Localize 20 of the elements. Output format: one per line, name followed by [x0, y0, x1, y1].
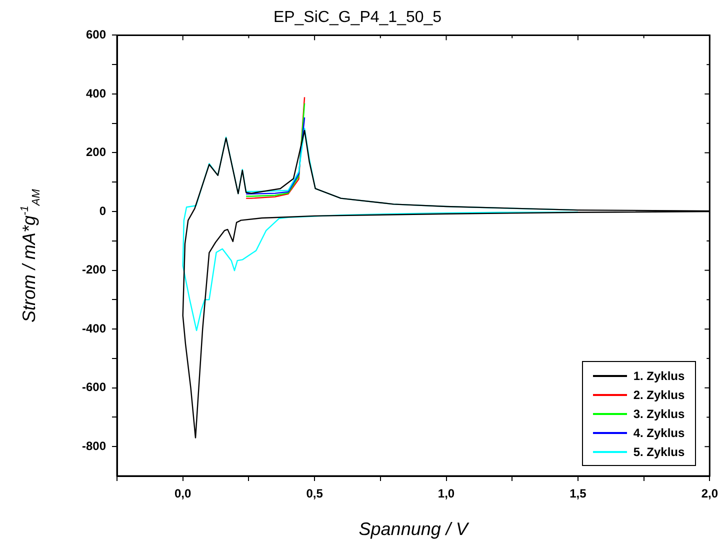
- legend-label: 1. Zyklus: [633, 368, 685, 382]
- legend-label: 3. Zyklus: [633, 406, 685, 420]
- y-tick-label: -200: [82, 262, 106, 277]
- x-tick-label: 2,0: [701, 486, 718, 501]
- y-tick-label: -800: [82, 438, 106, 453]
- y-tick-label: 0: [99, 204, 106, 218]
- y-tick-label: 400: [86, 86, 106, 100]
- legend-label: 5. Zyklus: [633, 444, 685, 458]
- y-tick-label: -600: [82, 380, 106, 394]
- x-axis-title: Spannung / V: [358, 519, 470, 540]
- chart-title: EP_SiC_G_P4_1_50_5: [273, 9, 442, 26]
- x-tick-label: 0,0: [174, 486, 192, 501]
- x-tick-label: 1,0: [438, 486, 455, 501]
- y-tick-label: 600: [86, 28, 106, 42]
- legend-label: 2. Zyklus: [633, 388, 685, 402]
- y-tick-label: 200: [86, 145, 106, 160]
- x-tick-label: 0,5: [306, 486, 324, 501]
- legend-label: 4. Zyklus: [633, 426, 685, 440]
- y-tick-label: -400: [82, 321, 106, 336]
- x-tick-label: 1,5: [570, 486, 587, 501]
